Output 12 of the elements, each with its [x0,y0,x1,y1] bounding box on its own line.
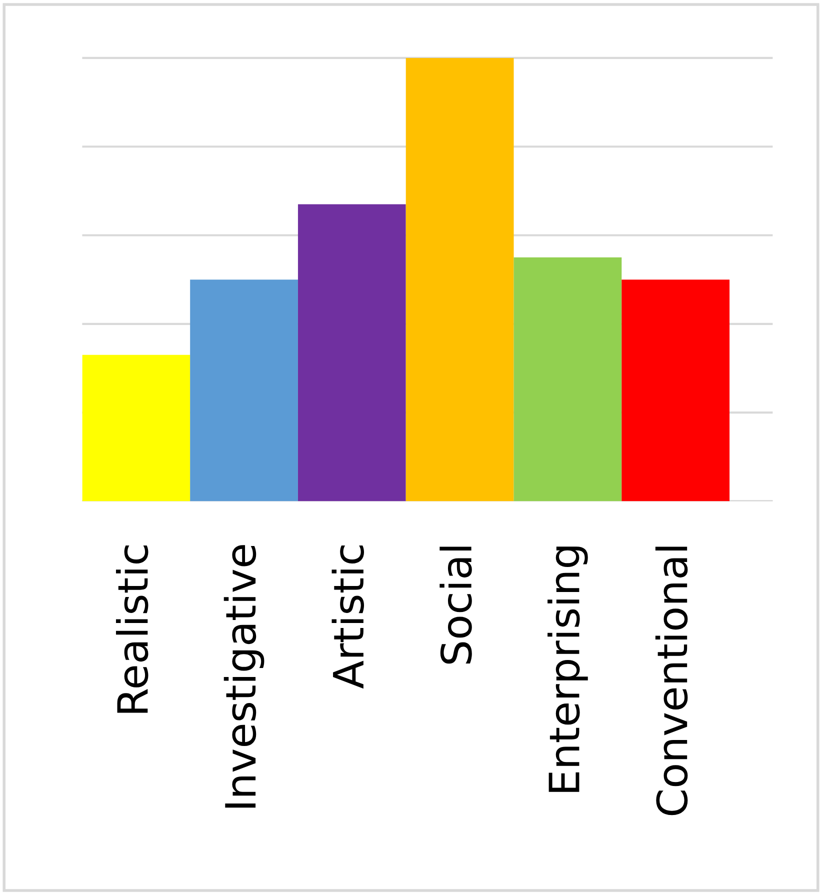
x-tick-label: Realistic [116,545,148,713]
x-tick-label: Artistic [332,545,364,689]
x-tick-label: Conventional [655,546,688,816]
bar [298,204,406,502]
bar [622,280,730,502]
bar [406,58,514,502]
bar [190,280,298,502]
bar [514,257,622,502]
x-tick-label: Enterprising [548,546,588,792]
bar [82,354,190,502]
x-tick-label: Investigative [224,545,264,808]
x-tick-label: Social [440,546,472,664]
